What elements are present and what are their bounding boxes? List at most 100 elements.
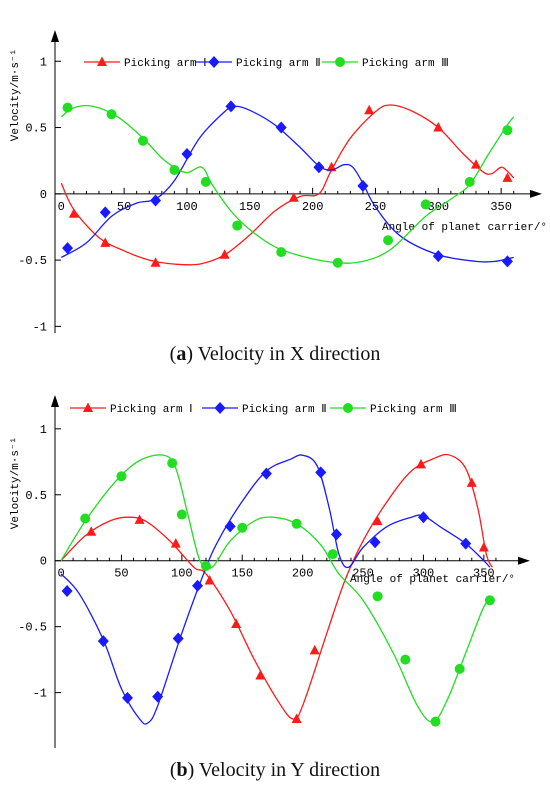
data-point-series-3 <box>332 257 343 268</box>
data-point-series-2 <box>224 520 236 533</box>
y-axis-arrow <box>51 395 59 407</box>
x-tick-label: 0 <box>58 200 65 214</box>
series-line-2 <box>60 105 514 263</box>
legend-swatch-marker <box>214 402 226 414</box>
legend-swatch-marker <box>335 57 345 67</box>
y-tick-label: 1 <box>40 423 47 437</box>
y-tick-label: 1 <box>40 55 47 69</box>
data-point-series-1 <box>150 257 161 267</box>
x-tick-label: 350 <box>490 200 512 214</box>
data-point-series-2 <box>369 536 381 549</box>
data-point-series-3 <box>400 654 411 665</box>
data-point-series-3 <box>200 176 211 187</box>
series-line-2 <box>60 454 491 725</box>
data-point-series-1 <box>433 122 444 132</box>
x-axis-label: Angle of planet carrier/° <box>382 222 547 234</box>
data-point-series-1 <box>416 458 427 469</box>
caption-b-text: Velocity in Y direction <box>198 759 381 781</box>
data-point-series-1 <box>364 104 375 115</box>
y-tick-label: -0.5 <box>18 254 47 268</box>
x-tick-label: 150 <box>231 567 253 581</box>
legend-swatch-marker <box>83 402 93 412</box>
y-axis-label: Velocity/m·s⁻¹ <box>10 437 22 529</box>
data-point-series-1 <box>471 159 482 169</box>
y-tick-label: 0 <box>40 555 47 569</box>
data-point-series-1 <box>68 208 79 218</box>
x-tick-label: 300 <box>413 567 435 581</box>
data-point-series-1 <box>309 644 320 655</box>
legend-label: Picking arm Ⅱ <box>236 58 321 70</box>
data-point-series-1 <box>134 514 145 524</box>
data-point-series-2 <box>432 250 444 263</box>
data-point-series-3 <box>137 135 148 146</box>
data-point-series-2 <box>460 537 472 550</box>
caption-a: (a) Velocity in X direction <box>169 343 381 365</box>
data-point-series-1 <box>466 477 477 487</box>
x-tick-label: 50 <box>114 567 128 581</box>
data-point-series-3 <box>106 109 117 120</box>
y-tick-label: 0.5 <box>25 489 47 503</box>
chart-panel-b: 10.50-0.5-1-1.5050100150200250300350Velo… <box>0 383 550 767</box>
data-point-series-2 <box>121 691 133 704</box>
y-tick-label: -1 <box>33 320 47 334</box>
x-axis-arrow <box>530 189 542 198</box>
data-point-series-2 <box>62 242 74 255</box>
data-point-series-3 <box>430 716 441 727</box>
x-tick-label: 200 <box>292 567 314 581</box>
data-point-series-3 <box>169 164 180 175</box>
data-point-series-3 <box>237 522 248 533</box>
data-point-series-2 <box>99 206 111 219</box>
data-point-series-2 <box>417 511 429 524</box>
data-point-series-3 <box>176 509 187 520</box>
data-point-series-3 <box>484 595 495 606</box>
data-point-series-2 <box>330 528 342 541</box>
data-point-series-1 <box>502 172 513 182</box>
series-line-1 <box>60 453 493 720</box>
legend-swatch-marker <box>97 56 107 66</box>
legend-label: Picking arm Ⅱ <box>242 404 327 416</box>
legend: Picking arm Ⅰ Picking arm Ⅱ Picking arm Ⅲ <box>84 56 449 70</box>
data-point-series-3 <box>116 471 127 482</box>
data-point-series-3 <box>167 458 178 469</box>
data-point-series-2 <box>313 161 325 174</box>
data-point-series-3 <box>201 560 211 571</box>
x-tick-label: 350 <box>473 567 495 581</box>
data-point-series-1 <box>288 192 299 202</box>
data-point-series-3 <box>62 102 73 113</box>
legend-label: Picking arm Ⅲ <box>362 58 449 70</box>
data-point-series-3 <box>327 549 338 560</box>
data-point-series-1 <box>170 538 181 548</box>
x-tick-label: 0 <box>57 567 64 581</box>
data-point-series-1 <box>100 237 111 247</box>
x-tick-label: 100 <box>171 567 193 581</box>
data-point-series-1 <box>204 575 215 585</box>
chart-panel-a: 1 0.5 0 -0.5 -1 0 50 100 150 200 250 300 350 Velocity… <box>0 0 550 350</box>
data-point-series-3 <box>80 513 91 524</box>
data-point-series-1 <box>231 618 242 629</box>
data-point-series-2 <box>61 585 73 598</box>
data-point-series-3 <box>232 220 243 231</box>
data-point-series-3 <box>502 125 513 136</box>
data-point-series-3 <box>372 591 383 602</box>
velocity-x-chart: 10.50-0.5-10 50 100 150 200 250 300 350Velocity… <box>10 30 547 334</box>
data-point-series-2 <box>150 194 162 207</box>
caption-a-text: Velocity in X direction <box>197 343 381 365</box>
series-line-1 <box>60 104 515 266</box>
data-point-series-2 <box>260 467 272 480</box>
data-point-series-2 <box>275 121 287 134</box>
data-point-series-3 <box>420 199 431 210</box>
caption-b: (b) Velocity in Y direction <box>169 759 381 781</box>
y-tick-label: 0 <box>40 188 47 202</box>
data-point-series-2 <box>152 690 164 703</box>
data-point-series-2 <box>97 635 109 648</box>
x-axis-arrow <box>518 556 530 565</box>
data-point-series-1 <box>219 249 230 259</box>
data-point-series-3 <box>276 247 287 258</box>
x-tick-label: 150 <box>239 200 261 214</box>
x-tick-label: 250 <box>352 567 374 581</box>
caption-a-letter: a <box>176 343 187 365</box>
velocity-y-chart: 10.50-0.5-1-1.5050100150200250300350Velo… <box>10 395 530 767</box>
data-point-series-1 <box>478 542 489 552</box>
x-tick-label: 200 <box>302 200 324 214</box>
data-point-series-1 <box>255 669 266 680</box>
